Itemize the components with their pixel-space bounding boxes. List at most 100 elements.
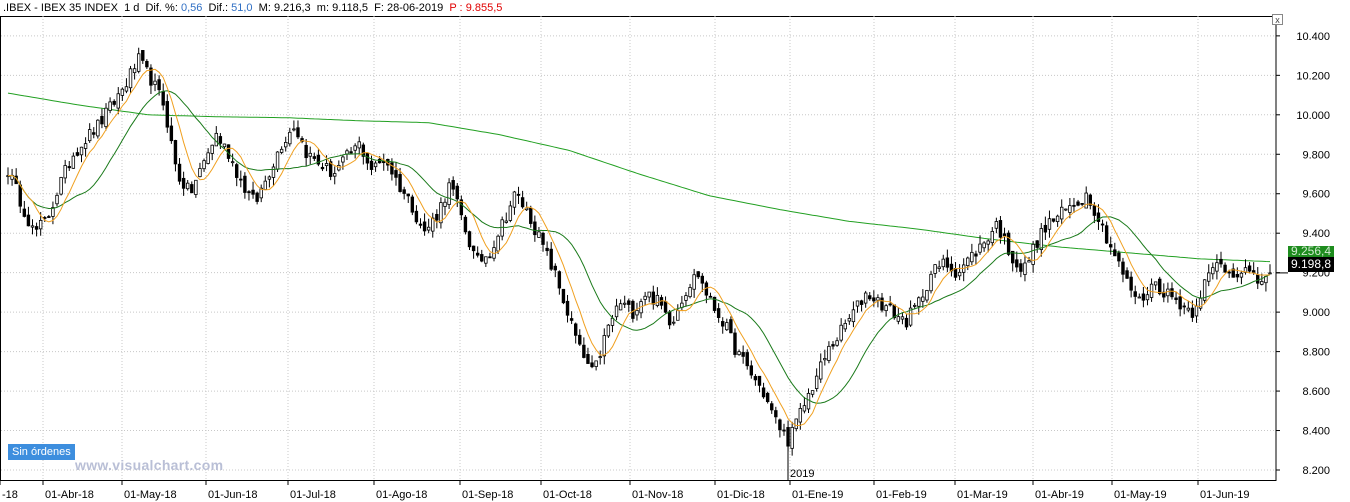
close-chart-button[interactable]: x [1272, 14, 1283, 25]
candle [1010, 250, 1015, 272]
candle-body [1027, 260, 1031, 263]
candle [1015, 251, 1019, 273]
candle [104, 103, 108, 131]
candle [426, 218, 431, 234]
candle-body [900, 316, 905, 320]
candle-body [520, 197, 525, 208]
candle [925, 289, 929, 303]
candle [288, 127, 292, 147]
candle [929, 270, 933, 294]
orders-status-badge[interactable]: Sin órdenes [8, 444, 75, 460]
candle-body [1251, 270, 1256, 273]
candle [365, 152, 370, 170]
candle [341, 155, 345, 170]
candle-body [218, 136, 223, 144]
ma-long-line [7, 92, 1271, 263]
candle-body [108, 101, 112, 111]
candle [1043, 216, 1048, 240]
candle-body [226, 144, 231, 159]
candle-body [1051, 218, 1056, 222]
candle [451, 176, 455, 196]
candle-body [606, 324, 611, 337]
candle-body [447, 182, 451, 205]
candle [778, 418, 782, 438]
candle-body [418, 223, 423, 226]
candle-body [504, 220, 508, 223]
candle [716, 303, 721, 323]
candle [1039, 222, 1043, 257]
candle [1264, 275, 1268, 292]
candle [1068, 198, 1072, 219]
candle [492, 240, 496, 262]
candle-body [153, 80, 157, 85]
candle [814, 368, 819, 392]
candle-body [247, 191, 251, 194]
candle-body [439, 202, 443, 224]
candle [10, 168, 14, 186]
candle-body [835, 340, 839, 346]
plot-frame [0, 16, 1277, 481]
candle [512, 190, 517, 215]
candle-body [933, 264, 937, 274]
candle-body [1060, 206, 1064, 220]
candle [145, 59, 149, 70]
candle [933, 264, 937, 278]
candle [961, 258, 966, 282]
date-value: 28-06-2019 [386, 2, 444, 14]
candle [725, 318, 729, 332]
candle [696, 271, 700, 280]
candlestick-series [6, 47, 1272, 456]
candle-body [475, 252, 480, 256]
candle [1223, 262, 1227, 273]
candle-body [1035, 240, 1039, 248]
candle-body [917, 297, 921, 307]
y-tick-label: 9.800 [1302, 149, 1330, 161]
candle-body [488, 256, 492, 259]
candle-body [537, 231, 541, 238]
candle-body [921, 296, 925, 302]
candle [386, 158, 390, 171]
candle-body [1170, 288, 1174, 298]
candle-body [312, 156, 317, 159]
candle [978, 235, 982, 255]
candle [1080, 203, 1084, 207]
candle-body [279, 148, 284, 153]
candle-body [700, 275, 705, 284]
candle-body [349, 151, 353, 154]
candle [382, 153, 386, 171]
candle-body [333, 173, 337, 177]
candle [912, 303, 917, 309]
candle-body [1104, 225, 1109, 244]
candle-body [63, 165, 67, 179]
candle [1256, 267, 1260, 290]
candle-body [573, 323, 578, 336]
candle-body [1129, 276, 1133, 291]
candle-body [863, 292, 868, 304]
candle [357, 136, 361, 154]
candle [831, 341, 835, 350]
candle [431, 212, 435, 238]
candle [202, 158, 206, 172]
candle [700, 273, 705, 293]
candle [917, 296, 921, 315]
candle [708, 292, 713, 298]
candle-body [149, 67, 153, 86]
candle-body [876, 297, 880, 301]
candle-body [1166, 288, 1170, 297]
candle-body [794, 418, 798, 430]
candle [447, 178, 451, 210]
y-tick-label: 9.400 [1302, 228, 1330, 240]
candle [761, 382, 766, 399]
candle-body [1190, 307, 1195, 318]
dif-pct-label: Dif. %: [145, 2, 178, 14]
candle [1125, 267, 1129, 280]
candle [173, 139, 178, 172]
x-tick-label: 01-Mar-19 [957, 489, 1008, 501]
candle-body [859, 300, 864, 305]
candle-body [75, 152, 80, 156]
candle [353, 143, 357, 159]
candle-body [71, 155, 76, 169]
candle [475, 246, 480, 258]
chart-grid [0, 16, 1277, 481]
